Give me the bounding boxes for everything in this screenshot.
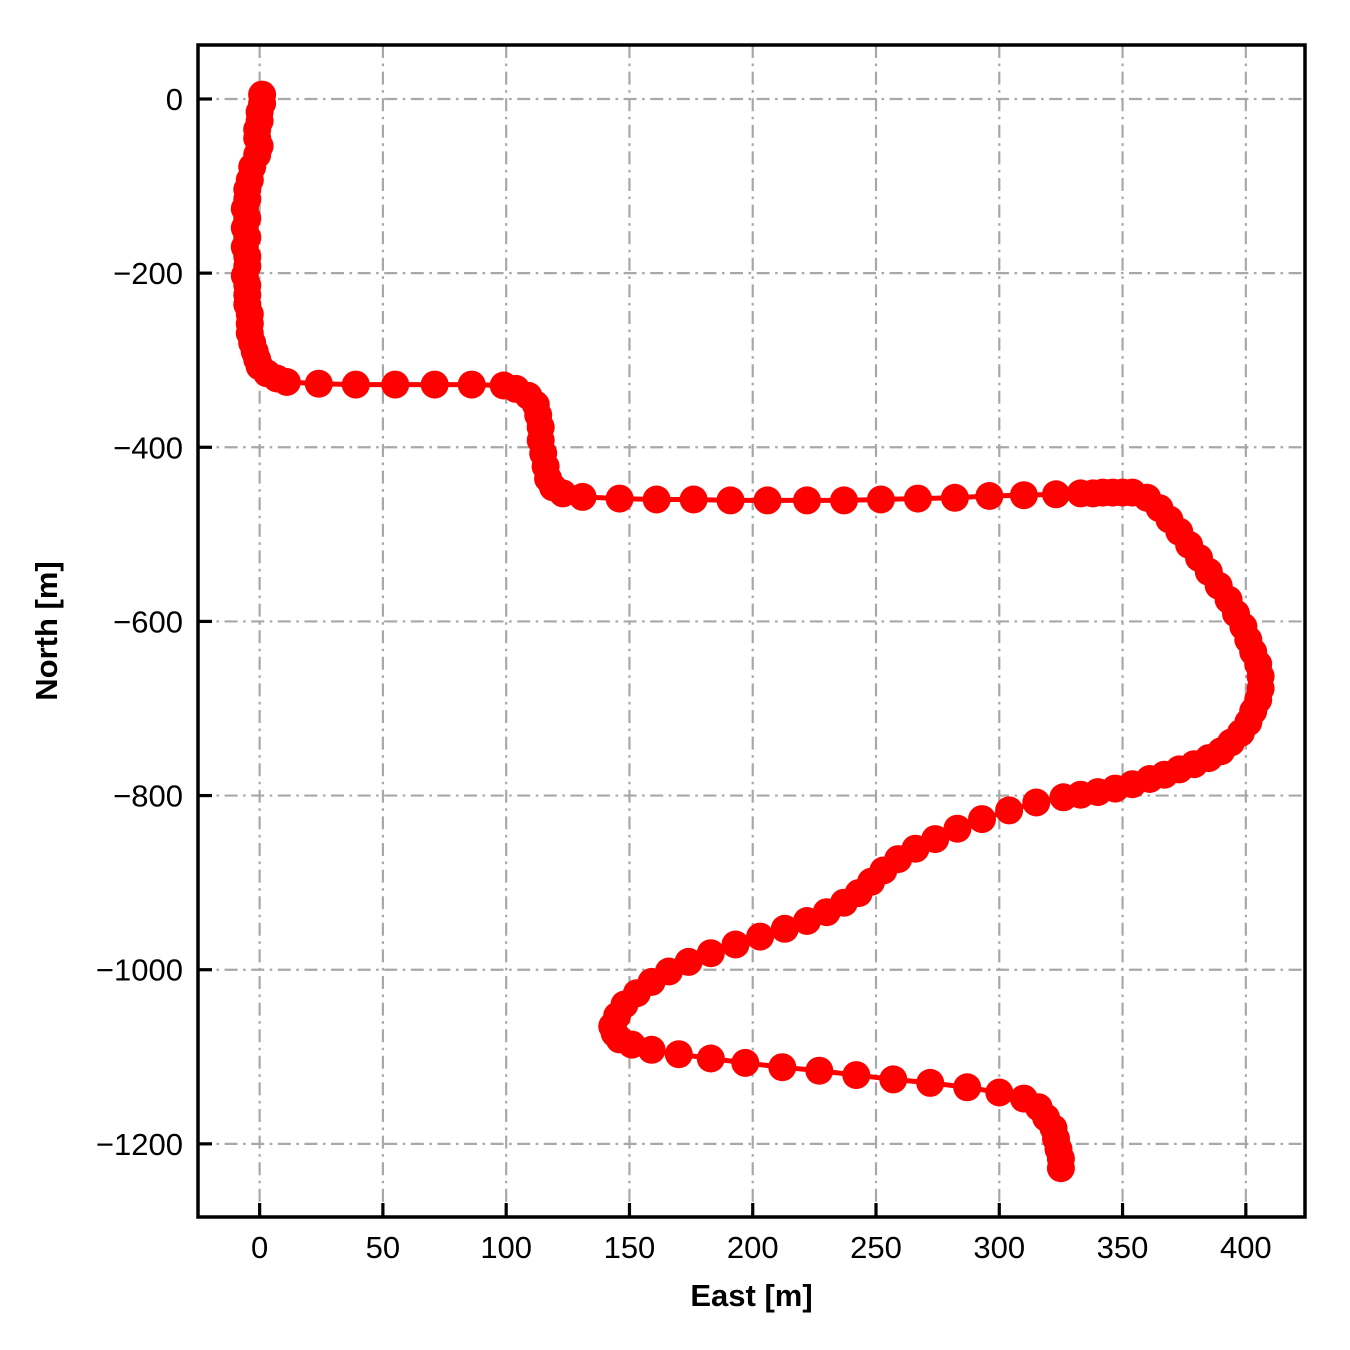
y-tick-label: −600: [113, 604, 183, 639]
y-tick-label: −400: [113, 430, 183, 465]
trajectory-point: [1009, 481, 1038, 510]
trajectory-point: [968, 805, 996, 834]
trajectory-series: [230, 80, 1275, 1183]
trajectory-point: [943, 814, 972, 843]
y-tick-label: −1200: [96, 1127, 183, 1162]
y-tick-label: −1000: [96, 953, 183, 988]
plot-border: [196, 43, 1307, 1219]
trajectory-point: [879, 1065, 908, 1094]
x-tick-label: 250: [850, 1230, 902, 1265]
trajectory-point: [793, 907, 821, 935]
axis-ticks: [198, 97, 1248, 1217]
trajectory-point: [605, 484, 634, 513]
trajectory-point: [953, 1073, 982, 1102]
trajectory-point: [272, 368, 301, 396]
trajectory-point: [679, 485, 708, 514]
x-tick-label: 0: [251, 1230, 268, 1265]
trajectory-point: [1049, 783, 1078, 812]
trajectory-point: [568, 482, 597, 511]
trajectory-point: [304, 369, 333, 398]
trajectory-point: [866, 485, 895, 514]
y-tick-label: 0: [166, 82, 183, 117]
grid-lines: [198, 45, 1305, 1217]
trajectory-point: [842, 1061, 871, 1090]
x-tick-label: 50: [366, 1230, 400, 1265]
trajectory-point: [696, 939, 725, 968]
trajectory-point: [830, 486, 858, 515]
trajectory-point: [916, 1068, 945, 1097]
trajectory-point: [1042, 480, 1070, 509]
trajectory-point: [1046, 1154, 1075, 1183]
trajectory-point: [731, 1048, 760, 1077]
trajectory-point: [746, 922, 775, 951]
y-tick-labels: 0 −200 −400 −600 −800 −1000 −1200: [96, 82, 183, 1162]
trajectory-point: [381, 370, 410, 399]
trajectory-point: [985, 1078, 1014, 1107]
trajectory-point: [770, 914, 799, 943]
trajectory-point: [664, 1040, 693, 1069]
trajectory-point: [696, 1044, 725, 1073]
x-tick-label: 350: [1097, 1230, 1149, 1265]
trajectory-point: [995, 796, 1024, 825]
x-axis-label: East [m]: [690, 1278, 812, 1313]
trajectory-point: [420, 370, 449, 399]
y-axis-label: North [m]: [29, 561, 64, 700]
trajectory-point: [1022, 788, 1051, 817]
x-tick-label: 100: [480, 1230, 532, 1265]
x-tick-label: 300: [973, 1230, 1025, 1265]
trajectory-point: [768, 1053, 797, 1082]
trajectory-point: [341, 370, 370, 399]
trajectory-point: [903, 484, 932, 513]
trajectory-point: [457, 370, 486, 399]
trajectory-point: [721, 930, 750, 959]
trajectory-point: [642, 485, 671, 514]
trajectory-point: [975, 482, 1004, 510]
trajectory-point: [793, 486, 821, 515]
y-tick-label: −200: [113, 256, 183, 291]
x-tick-labels: 0 50 100 150 200 250 300 350 400: [251, 1230, 1272, 1265]
trajectory-point: [716, 486, 745, 515]
trajectory-point: [753, 486, 782, 515]
x-tick-label: 400: [1220, 1230, 1272, 1265]
trajectory-point: [637, 1035, 666, 1064]
trajectory-point: [940, 483, 969, 512]
x-tick-label: 200: [727, 1230, 779, 1265]
y-tick-label: −800: [113, 779, 183, 814]
trajectory-point: [805, 1056, 834, 1085]
x-tick-label: 150: [604, 1230, 656, 1265]
